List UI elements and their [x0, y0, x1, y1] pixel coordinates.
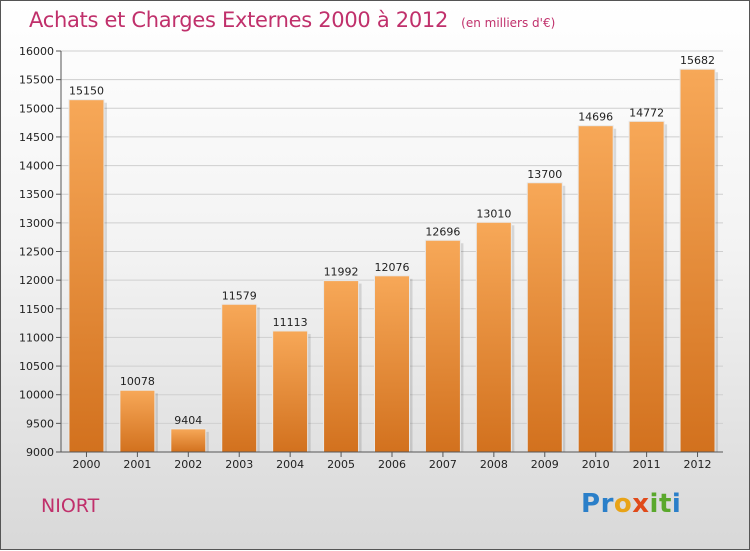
y-tick-label: 9000: [26, 446, 54, 459]
x-tick-label: 2003: [225, 458, 253, 471]
y-tick-label: 16000: [19, 45, 54, 58]
y-tick-label: 11000: [19, 331, 54, 344]
y-tick-label: 9500: [26, 417, 54, 430]
data-label: 15682: [680, 54, 715, 67]
bar: [221, 303, 258, 453]
bars: [68, 68, 719, 453]
logo-letter: P: [581, 489, 601, 519]
data-label: 11113: [273, 316, 308, 329]
bar: [170, 428, 207, 453]
bar: [526, 182, 563, 453]
data-label: 12076: [375, 261, 410, 274]
data-label: 15150: [69, 85, 104, 98]
data-label: 10078: [120, 375, 155, 388]
data-label: 9404: [174, 414, 202, 427]
x-tick-label: 2008: [480, 458, 508, 471]
data-label: 11579: [222, 289, 257, 302]
y-tick-label: 13500: [19, 188, 54, 201]
x-tick-label: 2012: [684, 458, 712, 471]
proxiti-logo: Proxiti: [581, 489, 681, 519]
bar: [424, 239, 461, 453]
x-tick-label: 2002: [174, 458, 202, 471]
x-tick-label: 2000: [72, 458, 100, 471]
y-tick-label: 11500: [19, 303, 54, 316]
bar: [272, 330, 309, 453]
logo-letter: i: [671, 489, 682, 519]
y-tick-label: 14500: [19, 131, 54, 144]
data-label: 14772: [629, 106, 664, 119]
bar: [323, 280, 360, 453]
x-tick-label: 2011: [633, 458, 661, 471]
data-label: 13700: [527, 168, 562, 181]
chart-title: Achats et Charges Externes 2000 à 2012: [29, 8, 449, 32]
y-tick-label: 13000: [19, 217, 54, 230]
logo-letter: x: [632, 489, 650, 519]
bar: [68, 99, 105, 453]
data-label: 13010: [476, 207, 511, 220]
x-tick-label: 2007: [429, 458, 457, 471]
chart-header: Achats et Charges Externes 2000 à 2012 (…: [29, 8, 555, 32]
x-tick-label: 2006: [378, 458, 406, 471]
y-tick-label: 14000: [19, 160, 54, 173]
data-label: 12696: [425, 225, 460, 238]
logo-letter: r: [600, 489, 614, 519]
y-tick-label: 12000: [19, 274, 54, 287]
y-tick-label: 10000: [19, 389, 54, 402]
data-label: 11992: [324, 266, 359, 279]
x-tick-label: 2010: [582, 458, 610, 471]
data-label: 14696: [578, 111, 613, 124]
chart-unit: (en milliers d'€): [461, 16, 556, 30]
bar: [374, 275, 410, 453]
x-tick-label: 2004: [276, 458, 304, 471]
bar: [119, 389, 156, 453]
commune-name: NIORT: [41, 495, 100, 517]
x-tick-label: 2005: [327, 458, 355, 471]
y-tick-label: 10500: [19, 360, 54, 373]
bar: [577, 125, 614, 453]
logo-letter: t: [658, 489, 672, 519]
logo-letter: o: [613, 489, 633, 519]
x-tick-label: 2001: [123, 458, 151, 471]
logo-letter: i: [649, 489, 659, 519]
y-tick-label: 15500: [19, 74, 54, 87]
x-tick-label: 2009: [531, 458, 559, 471]
bar: [628, 120, 665, 453]
labels: 9000 9500 10000 10500 11000 11500 12000 12500 13…: [19, 45, 715, 471]
axes: [56, 50, 723, 457]
bar: [679, 68, 716, 453]
y-tick-label: 15000: [19, 102, 54, 115]
y-tick-label: 12500: [19, 246, 54, 259]
bar: [475, 221, 512, 453]
